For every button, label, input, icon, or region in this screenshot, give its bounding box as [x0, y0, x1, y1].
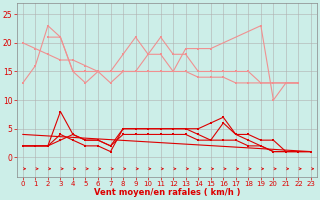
X-axis label: Vent moyen/en rafales ( km/h ): Vent moyen/en rafales ( km/h ) — [94, 188, 240, 197]
